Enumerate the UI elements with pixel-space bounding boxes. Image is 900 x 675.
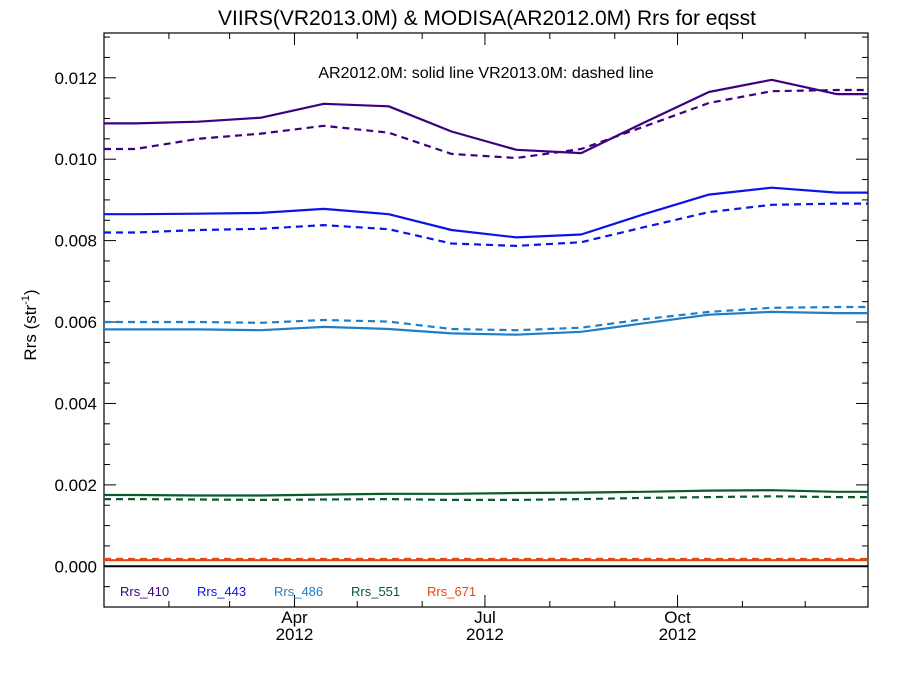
x-tick-label-year: 2012 — [659, 625, 697, 644]
legend-item-rrs-551: Rrs_551 — [351, 584, 400, 599]
y-axis-label-text: Rrs (str — [21, 305, 40, 361]
line-style-annotation: AR2012.0M: solid line VR2013.0M: dashed … — [318, 65, 653, 82]
y-tick-label: 0.002 — [54, 476, 97, 495]
y-tick-label: 0.010 — [54, 150, 97, 169]
y-axis-label-close: ) — [21, 289, 40, 295]
series-line-rrs-443-solid — [104, 186, 868, 239]
y-axis-label: Rrs (str-1) — [20, 289, 40, 360]
y-tick-label: 0.006 — [54, 313, 97, 332]
svg-text:Rrs (str-1): Rrs (str-1) — [20, 289, 40, 360]
plot-frame — [103, 32, 869, 608]
chart-title: VIIRS(VR2013.0M) & MODISA(AR2012.0M) Rrs… — [218, 7, 756, 30]
legend-item-rrs-486: Rrs_486 — [274, 584, 323, 599]
legend-item-rrs-410: Rrs_410 — [120, 584, 169, 599]
y-tick-label: 0.004 — [54, 394, 97, 413]
x-tick-label-month: Oct — [664, 608, 691, 627]
x-tick-label-year: 2012 — [276, 625, 314, 644]
plot-area: 0.0000.0020.0040.0060.0080.0100.012Apr20… — [54, 32, 869, 644]
series-line-rrs-410-solid — [104, 78, 868, 155]
series-line-rrs-486-solid — [104, 310, 868, 336]
x-tick-label-year: 2012 — [466, 625, 504, 644]
y-axis-label-superscript: -1 — [20, 295, 32, 305]
x-tick-label-month: Apr — [281, 608, 308, 627]
legend-item-rrs-671: Rrs_671 — [427, 584, 476, 599]
series-line-rrs-486-dashed — [104, 305, 868, 332]
series-line-rrs-551-dashed — [104, 495, 868, 501]
y-tick-label: 0.000 — [54, 557, 97, 576]
y-tick-label: 0.008 — [54, 232, 97, 251]
series-line-rrs-443-dashed — [104, 202, 868, 247]
x-tick-label-month: Jul — [474, 608, 496, 627]
y-tick-label: 0.012 — [54, 69, 97, 88]
series-line-rrs-551-solid — [104, 489, 868, 497]
series-line-rrs-410-dashed — [104, 88, 868, 160]
legend-item-rrs-443: Rrs_443 — [197, 584, 246, 599]
